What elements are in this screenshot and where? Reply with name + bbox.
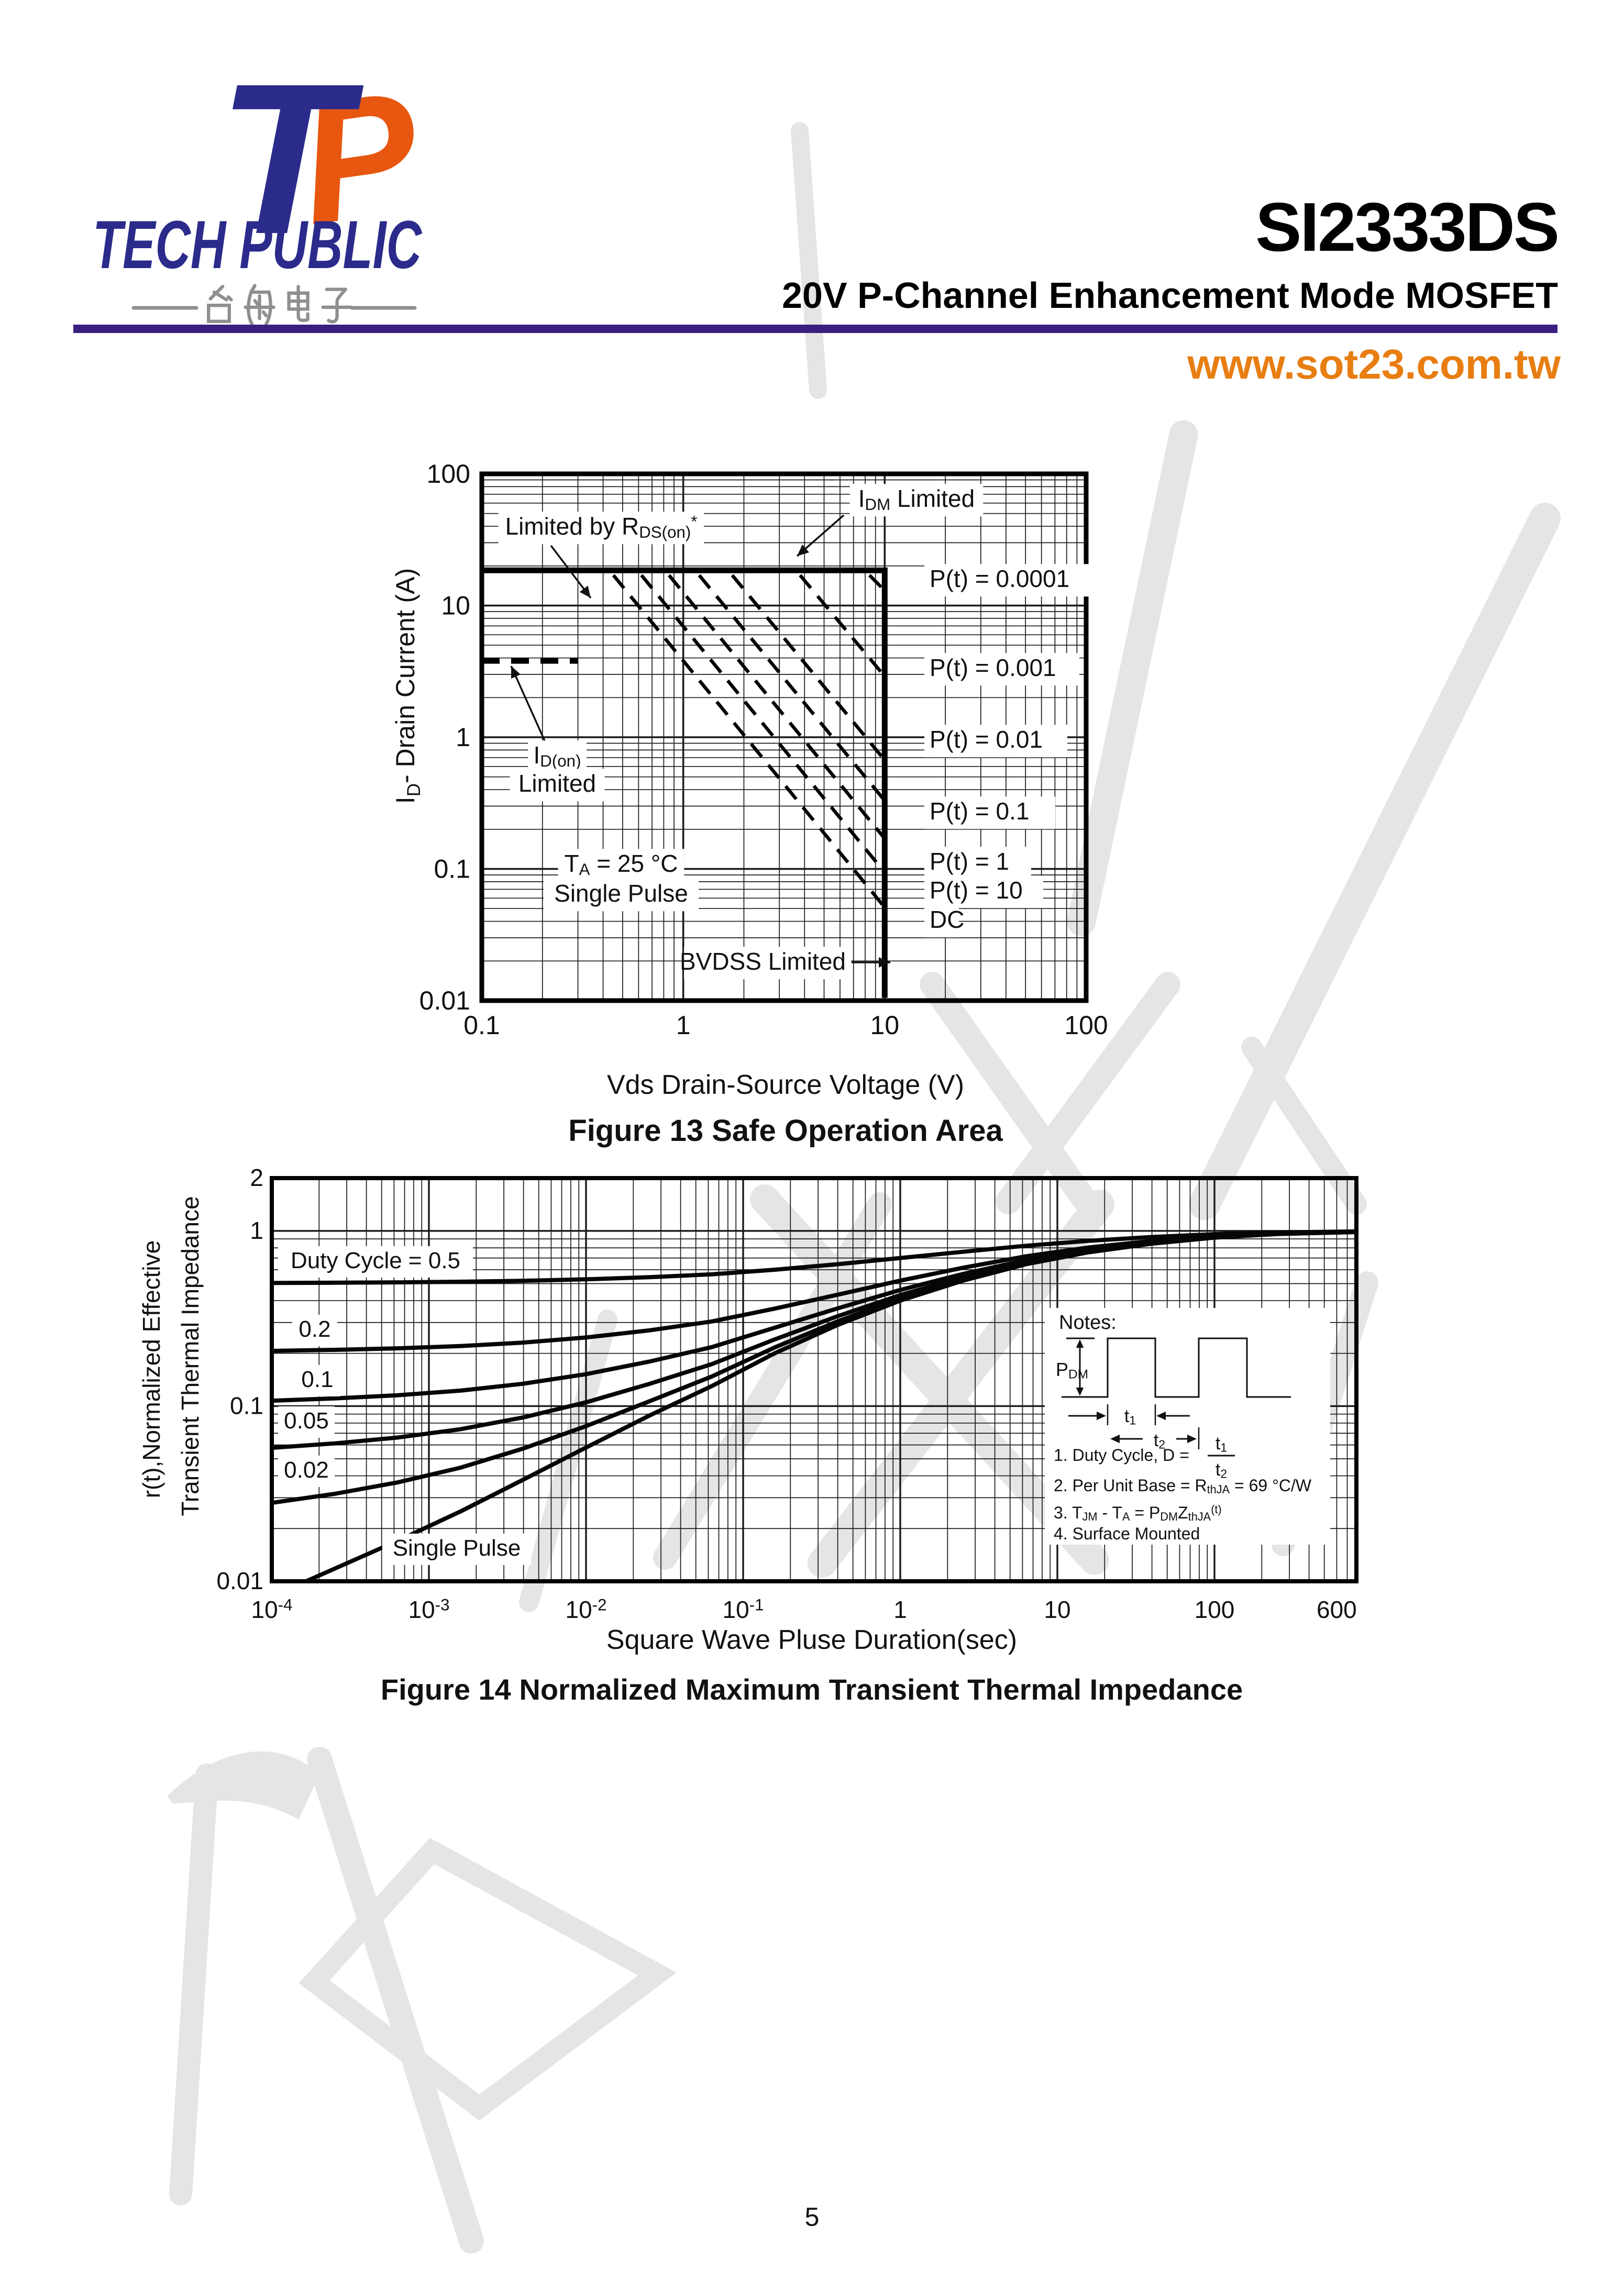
fig14-y-tick: 0.1 bbox=[230, 1392, 263, 1419]
curve-single-pulse bbox=[305, 1230, 1356, 1583]
fig13-y-tick: 10 bbox=[441, 591, 470, 620]
fig14-y-tick: 0.01 bbox=[216, 1567, 263, 1594]
fig14-curve-label: 0.05 bbox=[284, 1408, 329, 1434]
pulse-duration-lines bbox=[612, 574, 886, 909]
watermark-flag-stroke bbox=[168, 1751, 319, 1820]
fig13-y-axis-title: ID- Drain Current (A) bbox=[390, 424, 425, 948]
notes-title: Notes: bbox=[1059, 1312, 1117, 1334]
fig13-y-tick: 0.1 bbox=[434, 855, 470, 884]
fig14-x-tick: 10-2 bbox=[566, 1595, 607, 1623]
fig14-x-tick: 10-4 bbox=[251, 1595, 293, 1623]
frac-den: t2 bbox=[1216, 1460, 1227, 1480]
fig14-curve-label: 0.2 bbox=[299, 1316, 330, 1342]
logo-cjk-glyph-zhou bbox=[244, 284, 275, 326]
note-3: 3. TJM - TA = PDMZthJA(t) bbox=[1054, 1503, 1222, 1523]
t1-label: t1 bbox=[1124, 1406, 1136, 1427]
fig14-caption: Figure 14 Normalized Maximum Transient T… bbox=[380, 1673, 1243, 1706]
fig13-annotation: Limited by RDS(on)* bbox=[505, 512, 698, 541]
fig13-annotation: ID(on) bbox=[534, 741, 581, 770]
note-1: 1. Duty Cycle, D = bbox=[1054, 1446, 1189, 1465]
fig13-annotation: P(t) = 0.001 bbox=[930, 654, 1056, 681]
fig13-x-tick: 1 bbox=[676, 1011, 691, 1040]
fig13-x-tick: 0.1 bbox=[463, 1011, 500, 1040]
fig13-annotations: Limited by RDS(on)* IDM Limited ID(on)Limi… bbox=[498, 484, 1091, 980]
fig13-y-tick: 0.01 bbox=[419, 986, 470, 1015]
fig13-annotation: BVDSS Limited bbox=[680, 948, 846, 975]
note-4: 4. Surface Mounted bbox=[1054, 1524, 1200, 1543]
page-number: 5 bbox=[804, 2202, 820, 2232]
fig14-x-tick: 10-1 bbox=[723, 1595, 764, 1623]
soa-boundary-line bbox=[482, 567, 888, 998]
note-2: 2. Per Unit Base = RthJA = 69 °C/W bbox=[1054, 1476, 1312, 1496]
fig14-y-axis-title-line1: r(t),Normalized Effective bbox=[138, 1240, 165, 1499]
fig13-caption: Figure 13 Safe Operation Area bbox=[568, 1114, 1003, 1148]
fig13-y-title-sub: D bbox=[404, 783, 424, 797]
logo-monogram-t: T bbox=[217, 39, 365, 279]
fig14-curve-label: Duty Cycle = 0.5 bbox=[291, 1248, 460, 1273]
fig14-curve-label: Single Pulse bbox=[393, 1535, 521, 1561]
fig14-x-tick: 600 bbox=[1317, 1596, 1357, 1623]
fig13-annotation: Limited bbox=[518, 770, 596, 797]
fig14-border bbox=[270, 1176, 1358, 1583]
fig13-annotation: P(t) = 10 bbox=[930, 877, 1023, 904]
fig13-annotation: P(t) = 0.1 bbox=[930, 797, 1029, 825]
fig13-y-title-post: - Drain Current (A) bbox=[391, 568, 420, 783]
fig14-x-axis-title: Square Wave Pluse Duration(sec) bbox=[606, 1625, 1018, 1655]
fig13-y-tick: 1 bbox=[456, 723, 470, 752]
fig14-curve-label: 0.1 bbox=[301, 1367, 333, 1392]
fig14-curve-label: 0.02 bbox=[284, 1457, 329, 1483]
fig14-y-tick: 2 bbox=[250, 1164, 263, 1191]
fig14-x-tick: 1 bbox=[893, 1596, 907, 1623]
fig14-x-tick: 100 bbox=[1195, 1596, 1235, 1623]
fig13-y-title-pre: I bbox=[391, 796, 420, 804]
subtitle: 20V P-Channel Enhancement Mode MOSFET bbox=[782, 275, 1558, 316]
website-link: www.sot23.com.tw bbox=[1187, 341, 1561, 387]
fig13-x-tick: 10 bbox=[870, 1011, 900, 1040]
thermal-impedance-curves bbox=[271, 1229, 1356, 1583]
watermark-strokes bbox=[169, 122, 1561, 2254]
logo-company-name: TECH PUBLIC bbox=[93, 206, 423, 283]
fig13-annotation: Single Pulse bbox=[554, 880, 688, 907]
fig13-annotation: P(t) = 0.01 bbox=[930, 726, 1043, 753]
fig13-annotation: DC bbox=[930, 906, 964, 933]
t2-label: t2 bbox=[1154, 1430, 1165, 1451]
fig13-annotation: IDM Limited bbox=[858, 485, 975, 514]
logo-cjk-glyph-tai bbox=[207, 285, 233, 323]
header-logo: P T TECH PUBLIC bbox=[93, 39, 430, 326]
figure14-chart: Duty Cycle = 0.5 0.2 0.1 0.05 0.02 Single Pul… bbox=[216, 1164, 1358, 1623]
header-rule bbox=[73, 325, 1557, 333]
logo-cjk-glyph-dian bbox=[287, 285, 310, 323]
fig14-y-tick: 1 bbox=[250, 1217, 263, 1244]
fig13-x-tick: 100 bbox=[1064, 1011, 1108, 1040]
fig14-x-tick: 10 bbox=[1044, 1596, 1070, 1623]
logo-cjk-name bbox=[131, 284, 417, 326]
frac-num: t1 bbox=[1216, 1434, 1227, 1454]
curve-duty-cycle-0-5 bbox=[271, 1229, 1356, 1285]
fig13-border bbox=[479, 471, 1089, 1003]
pulse-waveform-icon bbox=[1062, 1337, 1291, 1398]
fig14-y-axis-title-line2: Transient Thermal Impedance bbox=[176, 1196, 204, 1516]
part-number: SI2333DS bbox=[1255, 188, 1560, 265]
pdm-label: PDM bbox=[1056, 1359, 1088, 1382]
logo-monogram-p: P bbox=[289, 53, 430, 261]
logo-cjk-glyph-zi bbox=[321, 287, 353, 324]
fig13-x-axis-title: Vds Drain-Source Voltage (V) bbox=[606, 1070, 965, 1100]
fig13-annotation: P(t) = 1 bbox=[930, 848, 1009, 875]
fig14-x-tick: 10-3 bbox=[408, 1595, 450, 1623]
fig13-y-tick: 100 bbox=[427, 459, 470, 489]
fig13-annotation: TA = 25 °C bbox=[565, 850, 678, 879]
fig13-annotation: P(t) = 0.0001 bbox=[930, 565, 1069, 592]
